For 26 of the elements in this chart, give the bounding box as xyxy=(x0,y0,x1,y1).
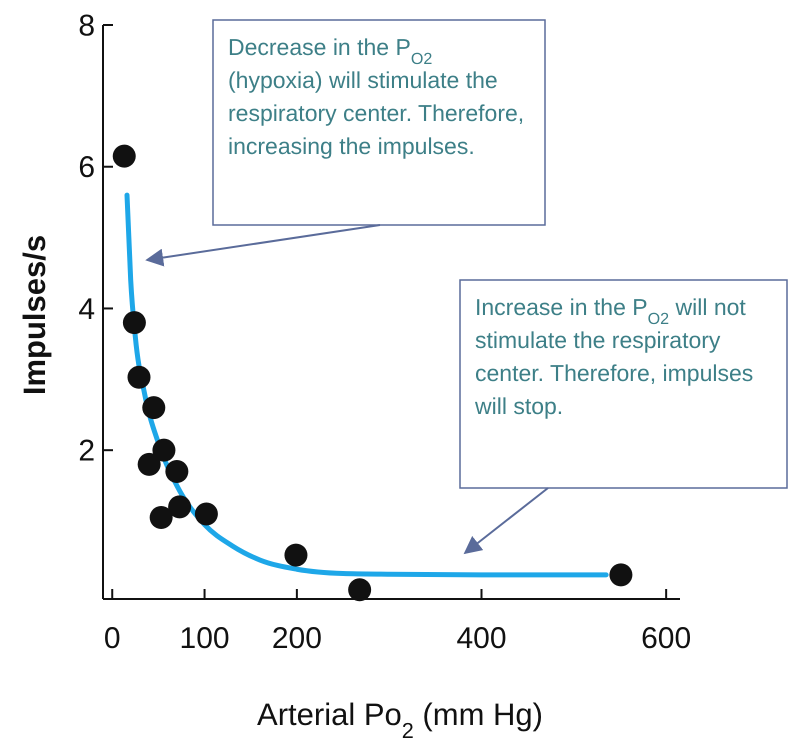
point xyxy=(168,495,192,518)
x-tick-label: 0 xyxy=(104,622,121,655)
x-tick-label: 200 xyxy=(272,622,322,655)
x-tick-label: 600 xyxy=(641,622,692,655)
point xyxy=(348,578,372,602)
point xyxy=(284,544,308,567)
y-tick-label: 4 xyxy=(78,292,95,326)
x-tick-label: 100 xyxy=(180,622,230,655)
point xyxy=(609,563,632,586)
y-tick-label: 2 xyxy=(78,434,95,468)
annotation: Decrease in the P$_{O2}$ (hypoxia) will stimulate the respiratory center. Therefore, increasing the impulses. xyxy=(228,34,524,159)
y-axis-title: Impulses/s xyxy=(17,234,52,396)
point xyxy=(138,452,161,476)
point xyxy=(194,502,218,526)
x-tick-label: 400 xyxy=(456,622,507,655)
point xyxy=(152,438,176,462)
point xyxy=(128,366,151,389)
y-tick-label: 6 xyxy=(78,151,95,184)
x-axis-title: Arterial Po$_{2}$ (mm Hg) xyxy=(257,697,543,742)
point xyxy=(122,311,146,334)
point xyxy=(165,460,188,483)
annotation: Increase in the P$_{O2}$ will not stimulate the respiratory center. Therefore, impulses will stop. xyxy=(474,294,754,419)
point xyxy=(112,144,136,168)
point xyxy=(142,396,166,420)
point xyxy=(150,506,173,530)
y-tick-label: 8 xyxy=(78,10,95,42)
